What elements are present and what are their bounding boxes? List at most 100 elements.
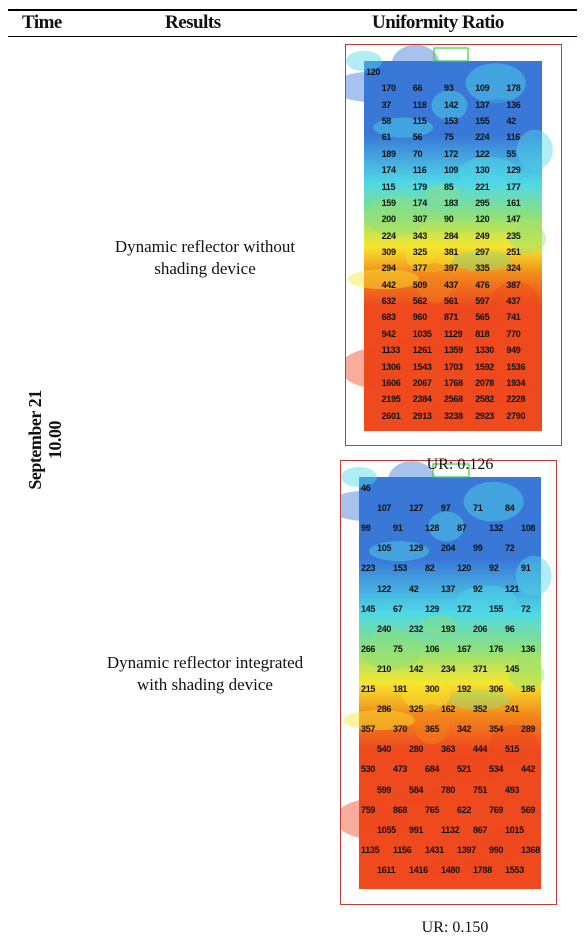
illuminance-value: 2078	[475, 377, 495, 388]
illuminance-value: 235	[506, 230, 521, 241]
illuminance-value: 1306	[381, 361, 401, 372]
illuminance-value: 387	[506, 279, 521, 290]
illuminance-value: 122	[475, 148, 490, 159]
illuminance-value: 343	[412, 230, 427, 241]
illuminance-value: 162	[441, 704, 456, 715]
illuminance-value: 234	[441, 663, 456, 674]
illuminance-value: 622	[457, 804, 472, 815]
illuminance-value: 2582	[475, 394, 495, 405]
illuminance-value: 325	[412, 247, 427, 257]
illuminance-value: 818	[475, 328, 490, 339]
header-time: Time	[22, 12, 62, 33]
illuminance-value: 565	[475, 312, 490, 323]
illuminance-value: 493	[505, 784, 520, 795]
illuminance-value: 109	[444, 165, 459, 176]
illuminance-value: 561	[444, 296, 459, 307]
illuminance-value: 352	[473, 704, 488, 715]
illuminance-value: 91	[521, 563, 531, 574]
illuminance-value: 473	[393, 764, 408, 775]
illuminance-value: 179	[412, 181, 427, 192]
illuminance-value: 251	[506, 247, 521, 257]
illuminance-value: 183	[444, 197, 459, 208]
illuminance-value: 130	[475, 165, 490, 176]
illuminance-value: 437	[506, 296, 521, 307]
illuminance-value: 145	[361, 603, 376, 614]
illuminance-value: 1156	[393, 844, 412, 855]
illuminance-value: 632	[381, 296, 396, 307]
illuminance-value: 118	[412, 99, 427, 110]
illuminance-value: 200	[381, 214, 396, 225]
illuminance-value: 210	[377, 663, 392, 674]
illuminance-value: 741	[506, 312, 521, 323]
illuminance-value: 437	[444, 279, 459, 290]
illuminance-value: 82	[425, 563, 435, 574]
illuminance-value: 75	[444, 132, 454, 143]
illuminance-value: 871	[444, 312, 459, 323]
illuminance-value: 1788	[473, 864, 492, 875]
illuminance-value: 289	[521, 724, 536, 735]
illuminance-value: 224	[475, 132, 490, 143]
uniformity-ratio-2: UR: 0.150	[421, 919, 489, 936]
illuminance-value: 990	[489, 844, 504, 855]
illuminance-value: 87	[457, 523, 467, 534]
illuminance-value: 70	[412, 148, 423, 159]
illuminance-value: 2195	[381, 394, 401, 405]
illuminance-value: 370	[393, 724, 408, 735]
illuminance-value: 521	[457, 764, 472, 775]
result-description-2: Dynamic reflector integrated with shadin…	[106, 653, 304, 694]
illuminance-value: 176	[489, 643, 504, 654]
illuminance-value: 286	[377, 704, 392, 715]
illuminance-value: 597	[475, 296, 490, 307]
illuminance-value: 942	[381, 328, 396, 339]
illuminance-value: 99	[473, 543, 483, 554]
illuminance-value: 142	[444, 99, 459, 110]
illuminance-value: 127	[409, 503, 424, 514]
illuminance-value: 584	[409, 784, 424, 795]
table-top-rule	[8, 9, 577, 11]
illuminance-value: 115	[412, 116, 427, 127]
illuminance-value: 1129	[444, 328, 463, 339]
illuminance-value: 335	[475, 263, 490, 274]
illuminance-value: 1536	[506, 361, 526, 372]
illuminance-value: 155	[489, 603, 504, 614]
illuminance-value: 515	[505, 744, 520, 755]
illuminance-value: 365	[425, 724, 440, 735]
heatmap-field	[364, 61, 542, 431]
illuminance-value: 193	[441, 623, 456, 634]
illuminance-value: 132	[489, 523, 504, 534]
illuminance-value: 297	[475, 247, 490, 257]
illuminance-value: 280	[409, 744, 424, 755]
header-uniformity-ratio: Uniformity Ratio	[372, 12, 504, 33]
illuminance-value: 170	[381, 83, 396, 94]
illuminance-value: 476	[475, 279, 490, 290]
illuminance-value: 295	[475, 197, 490, 208]
illuminance-value: 1397	[457, 844, 476, 855]
illuminance-value: 1015	[505, 824, 524, 835]
illuminance-value: 1934	[506, 377, 526, 388]
illuminance-value: 84	[505, 503, 515, 514]
illuminance-value: 2384	[412, 394, 432, 405]
illuminance-value: 354	[489, 724, 504, 735]
illuminance-value: 108	[521, 523, 536, 534]
illuminance-value: 137	[441, 583, 456, 594]
illuminance-value: 1261	[412, 345, 432, 356]
illuminance-value: 444	[473, 744, 488, 755]
illuminance-value: 75	[393, 643, 403, 654]
illuminance-value: 224	[381, 230, 396, 241]
illuminance-value: 109	[475, 83, 490, 94]
illuminance-value: 136	[521, 643, 536, 654]
illuminance-value: 129	[506, 165, 521, 176]
illuminance-value: 266	[361, 643, 376, 654]
illuminance-value: 357	[361, 724, 376, 735]
illuminance-value: 67	[393, 603, 403, 614]
illuminance-value: 178	[506, 83, 521, 94]
illuminance-value: 232	[409, 623, 424, 634]
illuminance-value: 105	[377, 543, 392, 554]
illuminance-value: 71	[473, 503, 483, 514]
illuminance-value: 129	[425, 603, 440, 614]
illuminance-value: 145	[505, 663, 520, 674]
uniformity-ratio-1: UR: 0.126	[426, 456, 494, 473]
illuminance-value: 221	[475, 181, 490, 192]
illuminance-value: 309	[381, 247, 396, 257]
illuminance-value: 2228	[506, 394, 526, 405]
